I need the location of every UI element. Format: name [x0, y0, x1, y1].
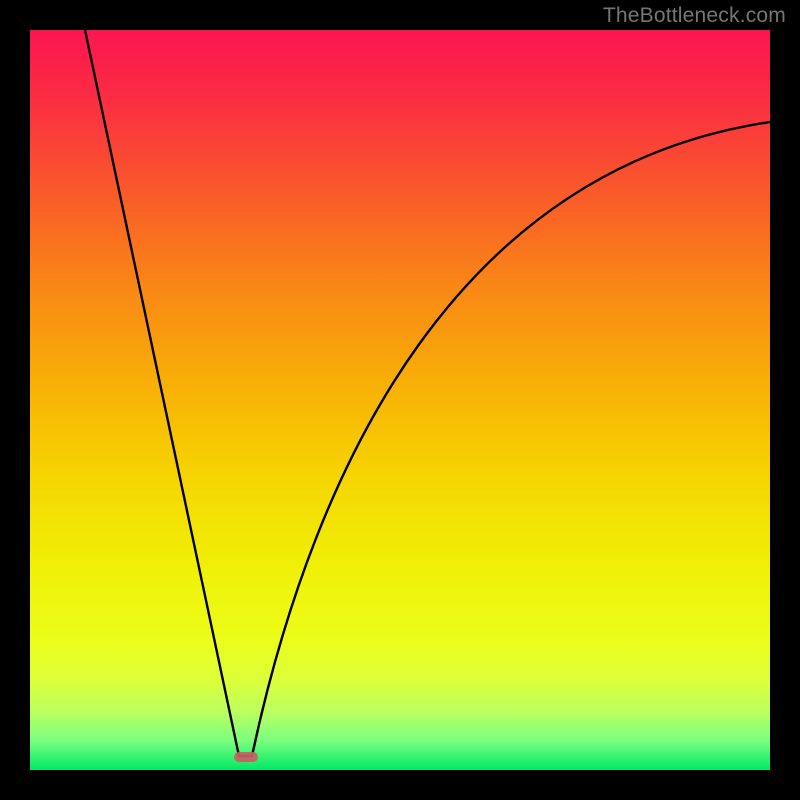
chart-frame: TheBottleneck.com [0, 0, 800, 800]
watermark-text: TheBottleneck.com [603, 4, 786, 28]
optimal-point-marker [234, 752, 258, 762]
bottleneck-curve-chart [30, 30, 770, 770]
plot-area [30, 30, 770, 770]
gradient-background [30, 30, 770, 770]
